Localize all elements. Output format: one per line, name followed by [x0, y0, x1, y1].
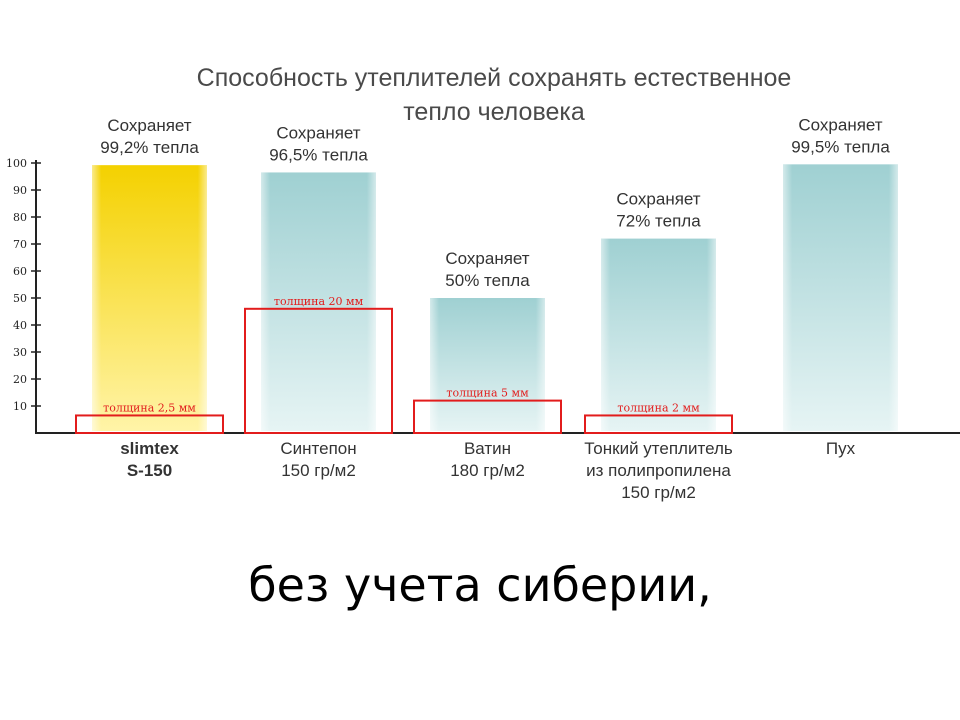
y-tick-label: 20: [13, 373, 27, 386]
category-label: slimtex: [120, 439, 179, 458]
bar-value-label: Сохраняет: [445, 249, 529, 268]
bar-sheen: [92, 165, 207, 431]
bar-value-label: Сохраняет: [798, 115, 882, 134]
category-label: S-150: [127, 461, 172, 480]
thickness-label: толщина 5 мм: [446, 387, 529, 400]
bar-value-label: 72% тепла: [616, 212, 701, 231]
chart-title-line: Способность утеплителей сохранять естест…: [197, 64, 792, 92]
bar-value-label: Сохраняет: [616, 190, 700, 209]
category-label: Пух: [826, 439, 856, 458]
bar-value-label: 99,2% тепла: [100, 138, 199, 157]
thickness-boxes: толщина 2,5 мм толщина 20 мм толщина 5 мм т…: [75, 295, 733, 435]
y-tick-label: 40: [13, 319, 27, 332]
thickness-label: толщина 2,5 мм: [103, 401, 196, 414]
slide-caption: без учета сиберии,: [248, 558, 712, 612]
category-label: Синтепон: [280, 439, 356, 458]
category-label: 150 гр/м2: [621, 483, 696, 502]
category-label: Ватин: [464, 439, 511, 458]
y-tick-label: 10: [13, 400, 27, 413]
y-tick-label: 80: [13, 211, 27, 224]
chart-title: Способность утеплителей сохранять естест…: [197, 64, 792, 126]
y-tick-label: 50: [13, 292, 27, 305]
thickness-label: толщина 20 мм: [274, 295, 364, 308]
bar-labels: Сохраняет 99,2% тепла slimtex S-150 Сохраняе…: [100, 115, 890, 502]
y-tick-label: 100: [6, 157, 27, 170]
bars: [92, 164, 898, 431]
bar-value-label: 50% тепла: [445, 271, 530, 290]
bar-value-label: 96,5% тепла: [269, 145, 368, 164]
bar-value-label: Сохраняет: [276, 123, 360, 142]
y-tick-label: 60: [13, 265, 27, 278]
category-label: из полипропилена: [586, 461, 731, 480]
thickness-label: толщина 2 мм: [617, 401, 700, 414]
bar-sheen: [783, 164, 898, 431]
category-label: 180 гр/м2: [450, 461, 525, 480]
thickness-box: [584, 414, 733, 435]
y-tick-label: 90: [13, 184, 27, 197]
thickness-box: [413, 399, 562, 435]
bar-value-label: Сохраняет: [107, 116, 191, 135]
bar-sheen: [601, 238, 716, 431]
thickness-box: [244, 307, 393, 434]
category-label: Тонкий утеплитель: [584, 439, 733, 458]
category-label: 150 гр/м2: [281, 461, 356, 480]
y-tick-label: 30: [13, 346, 27, 359]
bar-sheen: [261, 172, 376, 431]
insulation-chart: Способность утеплителей сохранять естест…: [6, 64, 960, 502]
chart-title-line: тепло человека: [403, 98, 585, 126]
bar-value-label: 99,5% тепла: [791, 137, 890, 156]
y-tick-label: 70: [13, 238, 27, 251]
thickness-box: [75, 414, 224, 435]
bar-sheen: [430, 298, 545, 431]
